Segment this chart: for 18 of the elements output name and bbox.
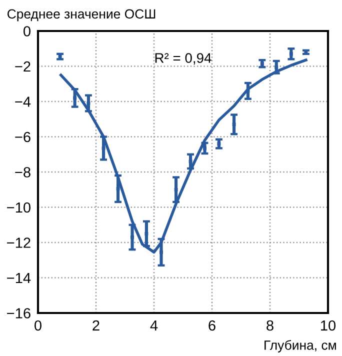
y-tick-label: 0 bbox=[24, 26, 30, 36]
y-tick-label: −10 bbox=[7, 202, 30, 213]
y-tick-label: −6 bbox=[15, 132, 30, 142]
y-tick-label: −4 bbox=[15, 96, 31, 107]
y-tick-label: −16 bbox=[7, 308, 30, 318]
y-tick-label: −8 bbox=[15, 167, 30, 178]
x-tick-label: 8 bbox=[266, 320, 274, 331]
y-tick-label: −2 bbox=[15, 61, 30, 72]
annotation: R² = 0,94 bbox=[155, 53, 212, 65]
x-tick-label: 6 bbox=[208, 320, 216, 331]
x-tick-label: 4 bbox=[150, 320, 158, 331]
x-axis-title: Глубина, см bbox=[264, 340, 336, 352]
x-tick-label: 0 bbox=[34, 320, 42, 331]
x-tick-label: 10 bbox=[321, 320, 336, 331]
y-axis-title: Среднее значение ОСШ bbox=[8, 9, 156, 22]
y-tick-label: −14 bbox=[7, 273, 31, 284]
x-tick-label: 2 bbox=[92, 320, 100, 331]
y-tick-label: −12 bbox=[7, 238, 30, 248]
